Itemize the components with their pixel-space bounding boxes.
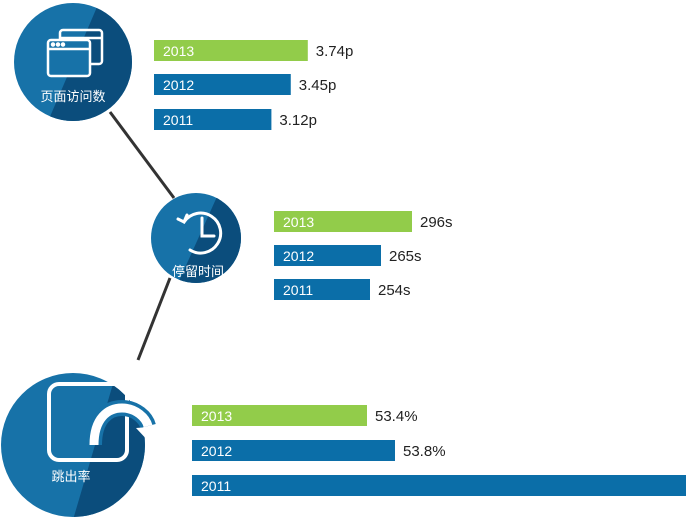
bar-year-label: 2013 bbox=[283, 214, 314, 230]
bar-value-label: 3.12p bbox=[279, 112, 317, 129]
bar-year-label: 2012 bbox=[283, 248, 314, 264]
connector-lines bbox=[108, 111, 176, 361]
bar-value-label: 265s bbox=[389, 248, 422, 265]
bounce-arrow-icon bbox=[47, 382, 162, 462]
bar-value-label: 3.74p bbox=[316, 43, 354, 60]
bar-2013 bbox=[274, 211, 412, 232]
bar-2012 bbox=[192, 440, 395, 461]
browser-windows-icon bbox=[46, 28, 104, 78]
bar-2011 bbox=[192, 475, 686, 496]
bar-2011 bbox=[154, 109, 272, 130]
bar-group-1: 2013 296s 2012 265s 2011 254s bbox=[274, 211, 453, 300]
bar-2012 bbox=[154, 74, 291, 95]
bar-2013 bbox=[192, 405, 367, 426]
bar-value-label: 254s bbox=[378, 282, 411, 299]
bar-value-label: 296s bbox=[420, 214, 453, 231]
bar-2013 bbox=[154, 40, 308, 61]
metric-circle-bounce-rate: 跳出率 bbox=[1, 373, 162, 517]
connector-line-2 bbox=[136, 277, 172, 361]
metric-label-page-views: 页面访问数 bbox=[40, 89, 105, 104]
bar-year-label: 2012 bbox=[163, 77, 194, 93]
bar-2012 bbox=[274, 245, 381, 266]
bar-value-label: 53.8% bbox=[403, 443, 446, 460]
metric-circle-dwell-time: 停留时间 bbox=[151, 193, 241, 283]
bar-value-label: 53.4% bbox=[375, 408, 418, 425]
metric-label-bounce-rate: 跳出率 bbox=[51, 469, 90, 484]
metric-label-dwell-time: 停留时间 bbox=[172, 264, 224, 279]
bar-year-label: 2011 bbox=[201, 478, 231, 494]
connector-line-1 bbox=[108, 111, 176, 199]
bar-year-label: 2011 bbox=[163, 112, 193, 128]
bar-value-label: 3.45p bbox=[299, 77, 337, 94]
clock-history-icon bbox=[176, 211, 223, 255]
bar-2011 bbox=[274, 279, 370, 300]
bar-year-label: 2013 bbox=[163, 43, 194, 59]
bar-year-label: 2013 bbox=[201, 408, 232, 424]
metric-circle-page-views: 页面访问数 bbox=[14, 3, 132, 121]
bar-group-0: 2013 3.74p 2012 3.45p 2011 3.12p bbox=[154, 40, 353, 130]
bar-year-label: 2012 bbox=[201, 443, 232, 459]
bar-year-label: 2011 bbox=[283, 282, 313, 298]
